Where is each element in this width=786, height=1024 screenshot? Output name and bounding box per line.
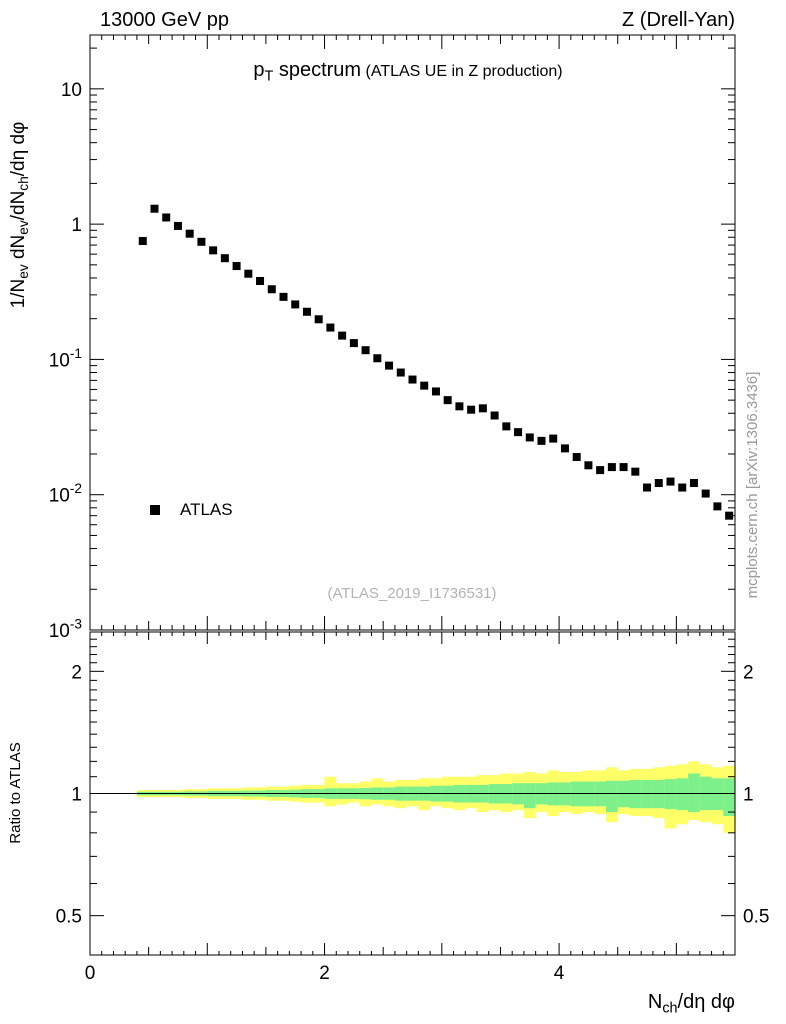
ratio-y-axis-label: Ratio to ATLAS <box>7 742 24 843</box>
axis-ticks <box>89 35 736 956</box>
header-process: Z (Drell-Yan) <box>622 9 735 31</box>
watermark: (ATLAS_2019_I1736531) <box>327 585 496 602</box>
x-tick-label: 0 <box>85 963 96 984</box>
y-tick-label: 1 <box>71 215 82 236</box>
y-tick-label: 10-2 <box>49 481 82 507</box>
ratio-tick-label-right: 0.5 <box>743 907 769 928</box>
legend-marker-atlas <box>150 505 160 515</box>
y-tick-label: 10-1 <box>49 346 82 372</box>
ratio-tick-label-left: 2 <box>71 662 82 683</box>
y-axis-label: 1/Nev dNev/dNch/dη dφ <box>8 122 31 309</box>
x-axis-label: Nch/dη dφ <box>648 991 735 1016</box>
ratio-tick-label-right: 1 <box>743 785 754 806</box>
data-points <box>138 204 734 520</box>
header-beam: 13000 GeV pp <box>100 9 229 31</box>
ratio-tick-label-right: 2 <box>743 662 754 683</box>
legend-label-atlas: ATLAS <box>180 500 233 519</box>
x-tick-label: 2 <box>319 963 330 984</box>
ratio-tick-label-left: 0.5 <box>56 907 82 928</box>
main-panel-frame <box>89 34 736 631</box>
y-tick-label: 10-3 <box>49 616 83 642</box>
ratio-tick-label-left: 1 <box>71 785 82 806</box>
y-tick-label: 10 <box>61 80 82 101</box>
x-tick-label: 4 <box>554 963 565 984</box>
plot-title: pT spectrum (ATLAS UE in Z production) <box>253 59 562 84</box>
side-note: mcplots.cern.ch [arXiv:1306.3436] <box>744 372 761 599</box>
